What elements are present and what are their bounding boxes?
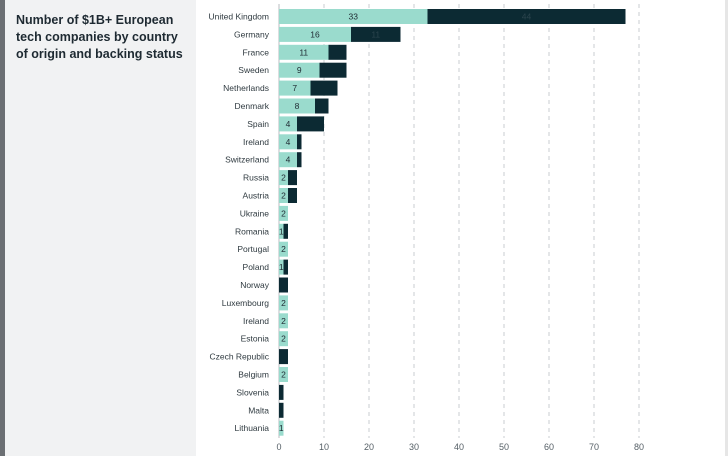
bar-value-label: 4	[286, 119, 291, 129]
bar-value-label: 7	[292, 83, 297, 93]
bar-value-label: 1	[279, 262, 284, 272]
bar-value-label: 2	[281, 298, 286, 308]
x-tick-label: 30	[409, 442, 419, 452]
bar-value-label: 44	[522, 12, 532, 22]
category-label: Portugal	[237, 244, 269, 254]
bar-segment-series-1[interactable]	[279, 188, 288, 203]
bar-value-label: 2	[281, 173, 286, 183]
category-label: Austria	[243, 191, 270, 201]
bar-segment-series-1[interactable]	[279, 62, 320, 78]
bar-segment-series-2[interactable]	[310, 80, 338, 96]
bar-value-label: 2	[281, 208, 286, 218]
bar-segment-series-2[interactable]	[279, 402, 284, 418]
x-tick-label: 0	[276, 442, 281, 452]
category-label: Slovenia	[236, 387, 269, 397]
x-tick-label: 60	[544, 442, 554, 452]
category-label: Malta	[248, 405, 269, 415]
category-label: Germany	[234, 29, 270, 39]
bar-value-label: 1	[279, 226, 284, 236]
bar-value-label: 8	[295, 101, 300, 111]
bar-value-label: 1	[279, 423, 284, 433]
x-tick-label: 40	[454, 442, 464, 452]
bar-segment-series-1[interactable]	[279, 9, 428, 24]
chart-plot-area: 0 10 20 30 40 50 60 70 80 United Kingdom 33 44 Germa…	[196, 0, 728, 456]
bar-segment-series-1[interactable]	[279, 295, 288, 311]
x-tick-label: 80	[634, 442, 644, 452]
category-label: Ukraine	[240, 208, 270, 218]
bar-segment-series-1[interactable]	[279, 44, 329, 60]
category-label: Switzerland	[225, 155, 269, 165]
bar-segment-series-1[interactable]	[279, 205, 288, 221]
bar-value-label: 2	[281, 370, 286, 380]
bar-segment-series-1[interactable]	[279, 331, 288, 347]
category-label: Romania	[235, 226, 269, 236]
bar-value-label: 11	[371, 29, 380, 39]
bar-segment-series-1[interactable]	[279, 170, 288, 186]
bar-value-label: 4	[286, 155, 291, 165]
category-label: Denmark	[235, 101, 270, 111]
bar-segment-series-2[interactable]	[297, 116, 324, 132]
bar-segment-series-2[interactable]	[297, 134, 302, 150]
bar-segment-series-1[interactable]	[279, 152, 297, 168]
x-tick-label: 70	[589, 442, 599, 452]
bar-segment-series-2[interactable]	[297, 152, 302, 168]
bar-value-label: 4	[286, 137, 291, 147]
bar-value-label: 16	[310, 29, 320, 39]
category-label: Sweden	[238, 65, 269, 75]
bar-segment-series-1[interactable]	[279, 26, 351, 42]
category-label: Lithuania	[234, 423, 269, 433]
category-label: Spain	[247, 119, 269, 129]
bar-segment-series-1[interactable]	[279, 98, 315, 114]
bar-segment-series-2[interactable]	[283, 223, 289, 239]
category-label: Russia	[243, 173, 269, 183]
bar-value-label: 2	[281, 191, 286, 201]
bar-segment-series-1[interactable]	[279, 223, 284, 239]
x-tick-label: 10	[319, 442, 329, 452]
category-label: Ireland	[243, 137, 269, 147]
bar-segment-series-2[interactable]	[288, 188, 297, 203]
category-label: Luxembourg	[222, 298, 270, 308]
chart-sidebar: Number of $1B+ European tech companies b…	[0, 0, 196, 456]
bar-segment-series-2[interactable]	[319, 62, 347, 78]
category-label: Norway	[240, 280, 270, 290]
category-label: France	[243, 47, 270, 57]
bar-segment-series-1[interactable]	[279, 367, 288, 382]
bar-value-label: 33	[349, 12, 359, 22]
bar-segment-series-2[interactable]	[328, 44, 347, 60]
bar-value-label: 2	[281, 244, 286, 254]
bar-segment-series-1[interactable]	[279, 116, 297, 132]
bar-segment-series-2[interactable]	[288, 170, 297, 186]
category-label: Ireland	[243, 316, 269, 326]
category-label: Netherlands	[223, 83, 269, 93]
bar-segment-series-1[interactable]	[279, 259, 284, 275]
bar-value-label: 9	[297, 65, 302, 75]
bar-segment-series-1[interactable]	[279, 420, 284, 436]
bar-segment-series-2[interactable]	[427, 9, 626, 24]
x-tick-label: 50	[499, 442, 509, 452]
bar-segment-series-1[interactable]	[279, 241, 288, 257]
category-label: Belgium	[238, 370, 269, 380]
bar-segment-series-1[interactable]	[279, 80, 311, 96]
bar-segment-series-1[interactable]	[279, 313, 288, 329]
bar-segment-series-2[interactable]	[279, 384, 284, 400]
chart-title: Number of $1B+ European tech companies b…	[16, 13, 183, 61]
bar-segment-series-1[interactable]	[279, 134, 297, 150]
x-tick-label: 20	[364, 442, 374, 452]
window-edge	[0, 0, 5, 456]
category-label: Czech Republic	[209, 352, 269, 362]
bar-segment-series-2[interactable]	[279, 277, 288, 293]
bar-segment-series-2[interactable]	[283, 259, 289, 275]
category-label: United Kingdom	[209, 12, 269, 22]
bar-segment-series-2[interactable]	[279, 349, 288, 365]
category-label: Poland	[243, 262, 270, 272]
bar-value-label: 11	[299, 47, 308, 57]
bar-value-label: 2	[281, 334, 286, 344]
bar-value-label: 2	[281, 316, 286, 326]
scrollbar-edge	[725, 0, 728, 456]
bar-segment-series-2[interactable]	[315, 98, 329, 114]
bar-segment-series-2[interactable]	[351, 26, 401, 42]
category-label: Estonia	[241, 334, 270, 344]
